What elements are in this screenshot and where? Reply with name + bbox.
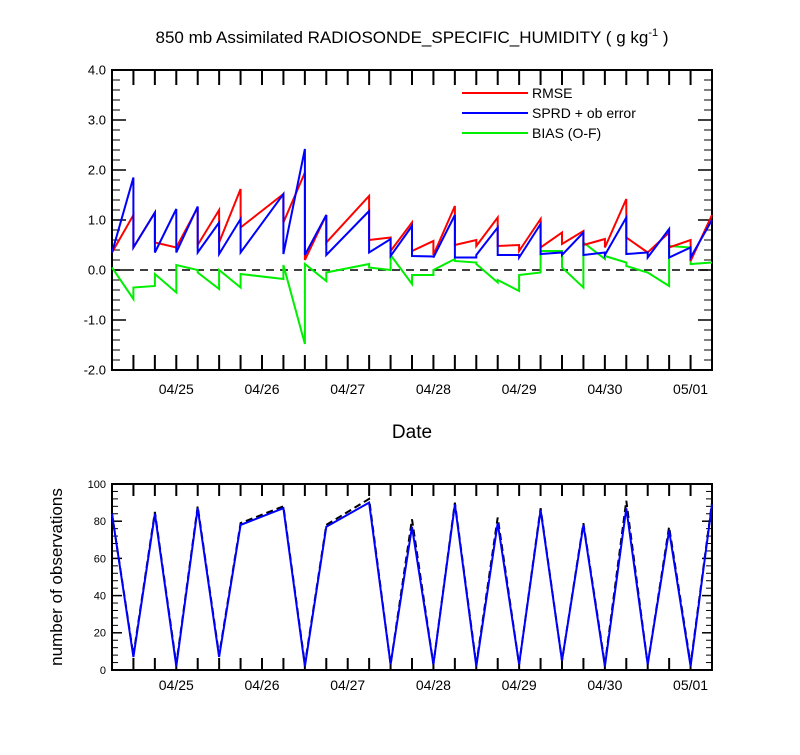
- top-ticks: 04/25 04/26 04/27 04/28 04/29 04/30 05/01 -2.0 -…: [84, 63, 712, 397]
- legend: RMSE SPRD + ob error BIAS (O-F): [462, 85, 636, 141]
- x-tick-label: 04/25: [159, 677, 194, 693]
- x-tick-label: 04/30: [587, 677, 622, 693]
- x-tick-label: 05/01: [673, 677, 708, 693]
- x-tick-label: 04/25: [159, 381, 194, 397]
- x-tick-label: 04/26: [244, 381, 279, 397]
- observations-used-line: [111, 501, 713, 667]
- y-tick-label: 80: [94, 516, 106, 528]
- legend-sprd-label: SPRD + ob error: [532, 105, 636, 121]
- x-tick-label: 04/29: [502, 381, 537, 397]
- y-tick-label: 40: [94, 590, 106, 602]
- x-tick-label: 05/01: [673, 381, 708, 397]
- x-tick-label: 04/29: [502, 677, 537, 693]
- x-tick-label: 04/26: [244, 677, 279, 693]
- y-tick-label: 0: [100, 665, 106, 677]
- rmse-line: [111, 172, 713, 262]
- observations-possible-line: [111, 497, 713, 665]
- bias-line: [111, 240, 713, 345]
- legend-bias-label: BIAS (O-F): [532, 125, 601, 141]
- x-tick-label: 04/28: [416, 677, 451, 693]
- bottom-y-axis-label: number of observations: [47, 488, 66, 666]
- chart-title: 850 mb Assimilated RADIOSONDE_SPECIFIC_H…: [156, 27, 669, 47]
- x-tick-label: 04/30: [587, 381, 622, 397]
- bottom-ticks: 04/25 04/26 04/27 04/28 04/29 04/30 05/01 0 20 40…: [88, 479, 712, 693]
- x-tick-label: 04/27: [330, 381, 365, 397]
- y-tick-label: -1.0: [84, 313, 106, 328]
- x-axis-label: Date: [392, 422, 432, 443]
- y-tick-label: 20: [94, 628, 106, 640]
- x-tick-label: 04/28: [416, 381, 451, 397]
- y-tick-label: 100: [88, 479, 106, 491]
- y-tick-label: 0.0: [88, 263, 106, 278]
- x-tick-label: 04/27: [330, 677, 365, 693]
- bottom-series-group: [111, 497, 713, 667]
- y-tick-label: -2.0: [84, 363, 106, 378]
- y-tick-label: 3.0: [88, 113, 106, 128]
- legend-rmse-label: RMSE: [532, 85, 572, 101]
- y-tick-label: 60: [94, 553, 106, 565]
- bottom-plot-frame: [111, 483, 713, 671]
- y-tick-label: 1.0: [88, 213, 106, 228]
- sprd-line: [111, 148, 713, 262]
- top-series-group: [111, 148, 713, 345]
- y-tick-label: 2.0: [88, 163, 106, 178]
- y-tick-label: 4.0: [88, 63, 106, 78]
